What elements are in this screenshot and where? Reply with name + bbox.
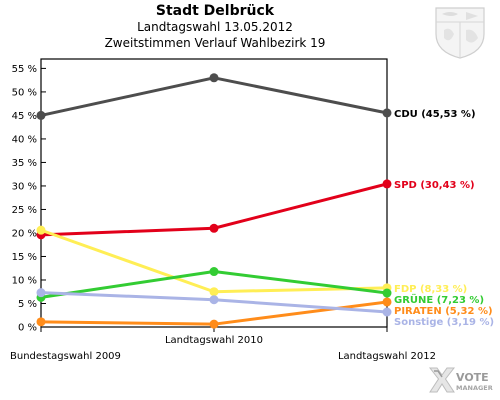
y-tick-label: 40 %	[12, 134, 37, 145]
series-line-fdp	[40, 228, 388, 294]
y-tick-label: 25 %	[12, 205, 37, 216]
data-point-grüne	[382, 288, 392, 298]
x-tick-label: Landtagswahl 2010	[165, 335, 263, 346]
y-axis: 0 % 5 % 10 % 15 % 20 % 25 % 30 % 35 % 40 % 45 % 50…	[12, 64, 46, 334]
logo-text-vote: VOTE	[456, 371, 489, 384]
end-label-grüne: GRÜNE (7,23 %)	[394, 292, 484, 306]
series-layer	[36, 73, 392, 329]
end-labels-layer: CDU (45,53 %) SPD (30,43 %) FDP (8,33 %)GR…	[394, 109, 494, 328]
end-label-sonstige: Sonstige (3,19 %)	[394, 317, 494, 328]
y-tick-label: 20 %	[12, 228, 37, 239]
y-tick-label: 55 %	[12, 64, 37, 75]
end-label-piraten: PIRATEN (5,32 %)	[394, 306, 493, 317]
data-point-spd	[382, 179, 392, 189]
y-tick-label: 0 %	[18, 323, 37, 334]
y-tick-label: 15 %	[12, 252, 37, 263]
logo-text-manager: MANAGER	[456, 384, 493, 392]
chart-header: Stadt Delbrück Landtagswahl 13.05.2012 Z…	[0, 0, 430, 51]
chart-title: Stadt Delbrück	[155, 3, 275, 19]
data-point-piraten	[36, 317, 46, 327]
data-point-cdu	[209, 73, 219, 83]
coat-of-arms-icon	[435, 7, 485, 59]
x-axis: Bundestagswahl 2009 Landtagswahl 2010 Land…	[10, 327, 436, 362]
data-point-grüne	[209, 267, 219, 277]
y-tick-label: 35 %	[12, 158, 37, 169]
y-tick-label: 10 %	[12, 275, 37, 286]
y-tick-label: 5 %	[18, 299, 37, 310]
end-label-spd: SPD (30,43 %)	[394, 180, 475, 191]
x-tick-label: Landtagswahl 2012	[338, 351, 436, 362]
data-point-spd	[209, 223, 219, 233]
data-point-sonstige	[209, 295, 219, 305]
end-label-fdp: FDP (8,33 %)	[394, 284, 467, 295]
chart-subtitle-description: Zweitstimmen Verlauf Wahlbezirk 19	[104, 36, 326, 50]
x-mark-icon	[428, 367, 456, 393]
y-tick-label: 45 %	[12, 111, 37, 122]
data-point-cdu	[382, 108, 392, 118]
data-point-sonstige	[382, 307, 392, 317]
data-point-piraten	[382, 297, 392, 307]
votemanager-logo: VOTE MANAGER	[428, 367, 493, 393]
data-point-sonstige	[36, 288, 46, 298]
y-tick-label: 50 %	[12, 87, 37, 98]
series-line-cdu	[40, 76, 388, 117]
data-point-piraten	[209, 319, 219, 329]
data-point-fdp	[209, 287, 219, 297]
data-point-cdu	[36, 110, 46, 120]
y-tick-label: 30 %	[12, 181, 37, 192]
x-tick-label: Bundestagswahl 2009	[10, 351, 121, 362]
end-label-cdu: CDU (45,53 %)	[394, 109, 476, 120]
chart-subtitle-election: Landtagswahl 13.05.2012	[137, 20, 293, 34]
data-point-fdp	[36, 225, 46, 235]
